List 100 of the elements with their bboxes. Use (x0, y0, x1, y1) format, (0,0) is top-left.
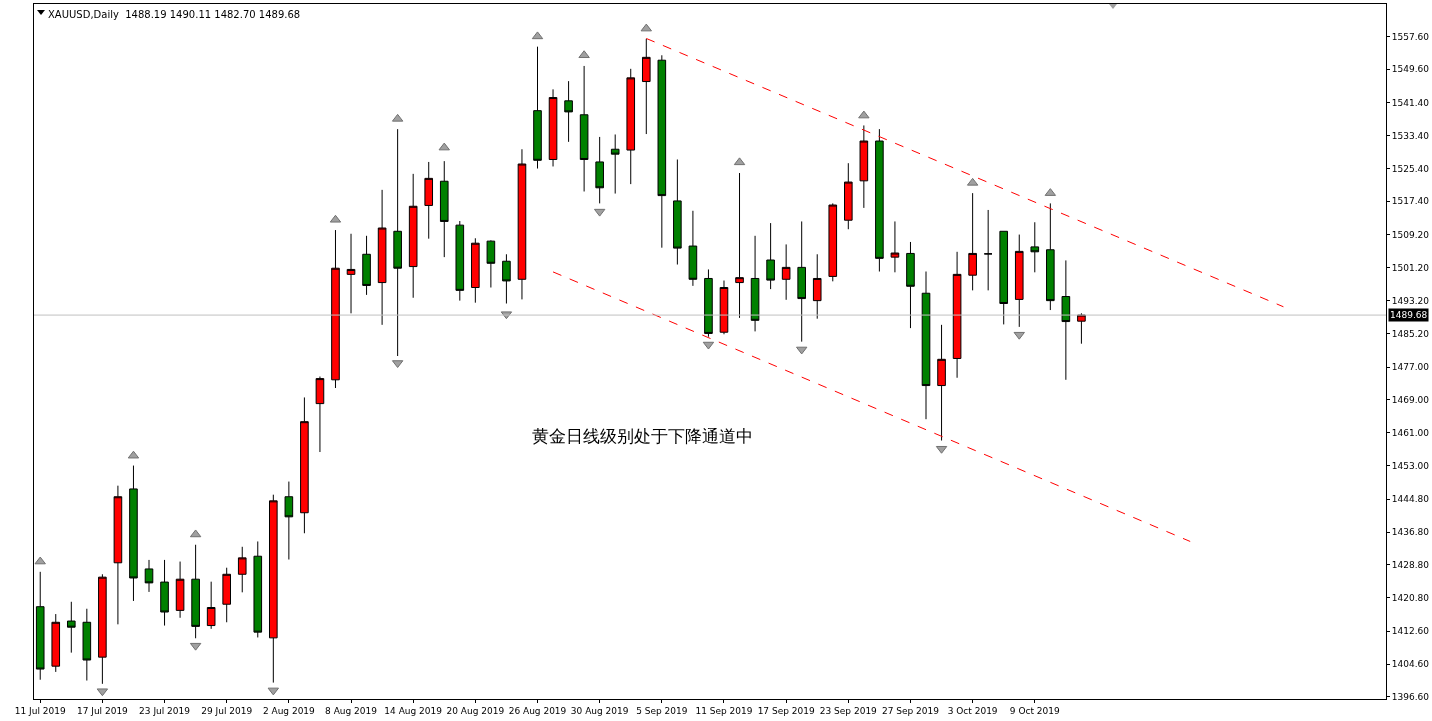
y-tick-label: 1549.60 (1391, 64, 1430, 75)
x-tick-label: 11 Jul 2019 (14, 705, 66, 716)
candlestick (579, 65, 589, 192)
x-tick-label: 17 Jul 2019 (76, 705, 129, 716)
point (578, 50, 590, 59)
point (858, 110, 870, 119)
x-tick-label: 20 Aug 2019 (446, 705, 505, 716)
candlestick (82, 608, 92, 682)
candlestick (704, 268, 713, 338)
candlestick (875, 128, 884, 272)
candlestick (1061, 259, 1071, 381)
x-tick-label: 29 Jul 2019 (201, 705, 253, 716)
candlestick (1014, 234, 1024, 328)
candlestick (719, 280, 729, 335)
y-tick-label: 1412.60 (1391, 626, 1430, 637)
annotation: 黄金日线级别处于下降通道中 (532, 426, 753, 446)
candlestick (1077, 312, 1086, 345)
y-tick-label: 1420.80 (1391, 592, 1430, 603)
candlestick (486, 239, 496, 288)
candlestick (160, 559, 169, 627)
y-tick-label: 1525.40 (1391, 163, 1430, 174)
candlestick (844, 162, 853, 230)
x-tick-label: 17 Sep 2019 (757, 705, 815, 716)
y-tick-label: 1428.80 (1391, 559, 1430, 570)
text: XAUUSD,Daily 1488.19 1490.11 1482.70 1489.68 (48, 8, 301, 20)
y-tick-label: 1533.40 (1391, 130, 1430, 141)
y-tick-label: 1509.20 (1391, 230, 1430, 241)
candlestick (331, 229, 340, 389)
candlestick (564, 80, 573, 143)
candlestick (983, 209, 993, 291)
candlestick (362, 235, 371, 296)
x-tick-label: 5 Sep 2019 (636, 705, 688, 716)
x-tick-label: 8 Aug 2019 (325, 705, 378, 716)
candlestick (1030, 221, 1040, 273)
candlestick (937, 324, 946, 442)
candlestick (129, 465, 138, 602)
x-tick-label: 23 Jul 2019 (139, 705, 191, 716)
y-tick-label: 1396.60 (1391, 692, 1430, 703)
candlestick (828, 202, 838, 282)
candlestick (98, 573, 107, 685)
candlestick (657, 54, 667, 249)
candlestick (750, 235, 760, 332)
y-tick-label: 1485.20 (1391, 328, 1430, 339)
candlestick (735, 172, 744, 319)
candlestick (968, 192, 977, 291)
x-tick-label: 27 Sep 2019 (881, 705, 940, 716)
candlestick (921, 271, 931, 420)
ref-line-label: 1489.68 (1390, 310, 1428, 320)
candlestick (408, 173, 418, 299)
x-tick-label: 2 Aug 2019 (262, 705, 316, 716)
candlestick (455, 220, 465, 302)
y-tick-label: 1557.60 (1391, 31, 1430, 42)
candlestick (393, 128, 402, 357)
y-tick-label: 1477.00 (1391, 362, 1430, 373)
candlestick (424, 161, 434, 240)
candlestick (688, 210, 698, 287)
candlestick (315, 376, 325, 453)
candlestick (300, 396, 309, 534)
point (34, 556, 46, 565)
candlestick (51, 613, 61, 673)
candlestick (377, 189, 387, 326)
candlestick (502, 253, 511, 304)
candlestick (1046, 202, 1055, 311)
y-tick-label: 1517.40 (1391, 196, 1430, 207)
y-tick-label: 1436.80 (1391, 527, 1430, 538)
candlestick (35, 571, 45, 681)
candlestick (595, 136, 604, 204)
candlestick (673, 158, 682, 266)
candlestick (471, 237, 480, 304)
candlestick (797, 220, 806, 343)
candlestick (206, 581, 216, 630)
candlestick (890, 220, 900, 273)
y-tick-label: 1493.20 (1391, 295, 1430, 306)
x-tick-label: 26 Aug 2019 (508, 705, 567, 716)
candlestick (439, 160, 449, 258)
candlestick (269, 494, 278, 684)
x-tick-label: 11 Sep 2019 (695, 705, 753, 716)
x-tick-label: 30 Aug 2019 (570, 705, 629, 716)
candlestick (626, 68, 636, 185)
candlestick (906, 241, 915, 329)
point (438, 142, 450, 151)
candlestick (517, 148, 527, 300)
x-tick-label: 14 Aug 2019 (384, 705, 443, 716)
x-tick-label: 3 Oct 2019 (947, 705, 998, 716)
candlestick (284, 481, 294, 561)
candlestick (144, 559, 154, 593)
y-tick-label: 1444.80 (1391, 494, 1430, 505)
candlestick (548, 88, 558, 167)
y-tick-label: 1461.00 (1391, 427, 1430, 438)
candlestick (859, 124, 869, 209)
y-tick-label: 1469.00 (1391, 395, 1430, 406)
y-tick-label: 1453.00 (1391, 460, 1430, 471)
candlestick (113, 485, 123, 625)
point (1013, 331, 1025, 340)
candlestick (222, 567, 232, 623)
y-tick-label: 1404.60 (1391, 659, 1430, 670)
candlestick (253, 540, 263, 638)
candlestick (175, 561, 185, 619)
candlestick (766, 222, 775, 290)
candlestick (812, 253, 822, 320)
